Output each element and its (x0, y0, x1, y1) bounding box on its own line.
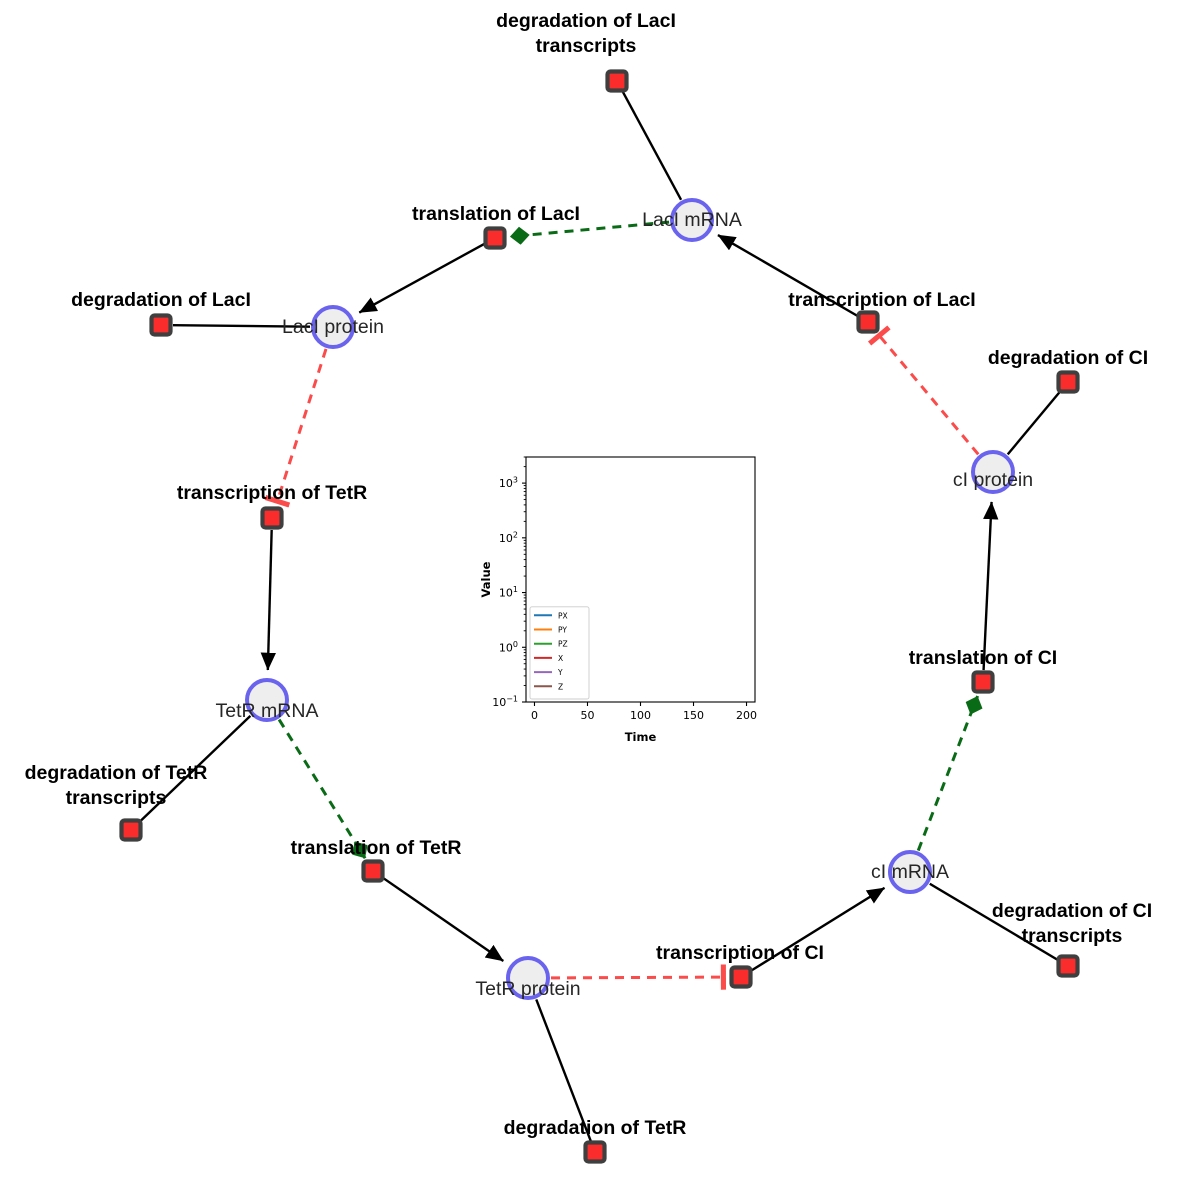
edge-translate (277, 718, 368, 860)
chart-ytick-label: 10−1 (492, 695, 518, 710)
transition-node[interactable] (361, 859, 385, 883)
transition-label: transcription of LacI (788, 289, 975, 311)
edge-consume (929, 882, 1059, 961)
edge-consume (138, 715, 252, 823)
chart-legend-label: Z (558, 682, 563, 691)
edge-produce (750, 886, 886, 972)
transition-label: degradation of TetR (504, 1117, 687, 1139)
edge-layer (138, 90, 1062, 1142)
place-label: TetR protein (475, 978, 580, 1000)
chart-xtick-label: 150 (683, 709, 704, 722)
edge-translate (509, 220, 670, 245)
inset-timecourse-chart: 0 50 100 150 200 10−1 100 101 102 103 Time Value PX… (478, 446, 763, 749)
chart-legend-label: PY (558, 626, 567, 635)
chart-xtick-label: 0 (531, 709, 538, 722)
chart-legend-label: Y (557, 668, 563, 677)
chart-legend-label: X (558, 654, 563, 663)
chart-legend-label: PZ (558, 640, 568, 649)
place-node[interactable] (506, 956, 550, 1000)
chart-ytick-label: 102 (499, 530, 518, 545)
edge-produce (382, 876, 504, 962)
transition-label: degradation of LacI (71, 289, 251, 311)
transition-node[interactable] (1056, 370, 1080, 394)
chart-ylabel: Value (479, 561, 493, 597)
edge-consume (1006, 390, 1062, 456)
edge-produce (717, 234, 859, 318)
place-label: cI protein (953, 469, 1033, 491)
place-label: TetR mRNA (216, 700, 319, 722)
transition-label: translation of CI (909, 647, 1057, 669)
chart-ytick-label: 100 (499, 640, 518, 655)
transition-node[interactable] (119, 818, 143, 842)
transition-label: degradation of TetR transcripts (25, 762, 208, 809)
chart-xtick-label: 50 (580, 709, 594, 722)
edge-translate (916, 695, 983, 852)
transition-label: translation of TetR (291, 837, 462, 859)
chart-svg: 0 50 100 150 200 10−1 100 101 102 103 Time Value PX… (478, 446, 763, 749)
transition-node[interactable] (149, 313, 173, 337)
place-label: LacI mRNA (642, 209, 742, 231)
chart-xtick-label: 200 (736, 709, 757, 722)
place-node[interactable] (245, 678, 289, 722)
place-node[interactable] (971, 450, 1015, 494)
edge-inhibit (550, 964, 727, 990)
transition-label: translation of LacI (412, 203, 580, 225)
place-node[interactable] (311, 305, 355, 349)
edge-inhibit (867, 325, 980, 456)
transition-node[interactable] (1056, 954, 1080, 978)
transition-node[interactable] (260, 506, 284, 530)
transition-node[interactable] (583, 1140, 607, 1164)
edge-produce (260, 529, 276, 671)
edge-inhibit (264, 348, 328, 508)
edge-produce (982, 501, 999, 671)
edge-consume (621, 90, 683, 201)
transition-node[interactable] (971, 670, 995, 694)
transition-label: transcription of TetR (177, 482, 367, 504)
transition-label: degradation of CI (988, 347, 1148, 369)
transition-label: transcription of CI (656, 942, 824, 964)
chart-ytick-label: 103 (499, 476, 518, 491)
place-label: LacI protein (282, 316, 384, 338)
transition-node[interactable] (856, 310, 880, 334)
edge-produce (358, 242, 486, 314)
place-label: cI mRNA (871, 861, 949, 883)
transition-node[interactable] (605, 69, 629, 93)
place-node[interactable] (888, 850, 932, 894)
edge-consume (172, 323, 311, 328)
chart-ytick-label: 101 (499, 585, 518, 600)
chart-legend: PX PY PZ XYZ (529, 606, 590, 700)
chart-xlabel: Time (625, 730, 657, 744)
place-node[interactable] (670, 198, 714, 242)
transition-node[interactable] (483, 226, 507, 250)
node-layer (119, 69, 1080, 1164)
label-layer: LacI mRNA LacI protein TetR mRNA TetR prote… (25, 10, 1153, 1139)
transition-label: degradation of CI transcripts (992, 900, 1152, 947)
edge-consume (535, 999, 592, 1142)
chart-legend-label: PX (558, 611, 568, 620)
chart-xtick-label: 100 (630, 709, 651, 722)
transition-node[interactable] (729, 965, 753, 989)
transition-label: degradation of LacI transcripts (496, 10, 676, 57)
